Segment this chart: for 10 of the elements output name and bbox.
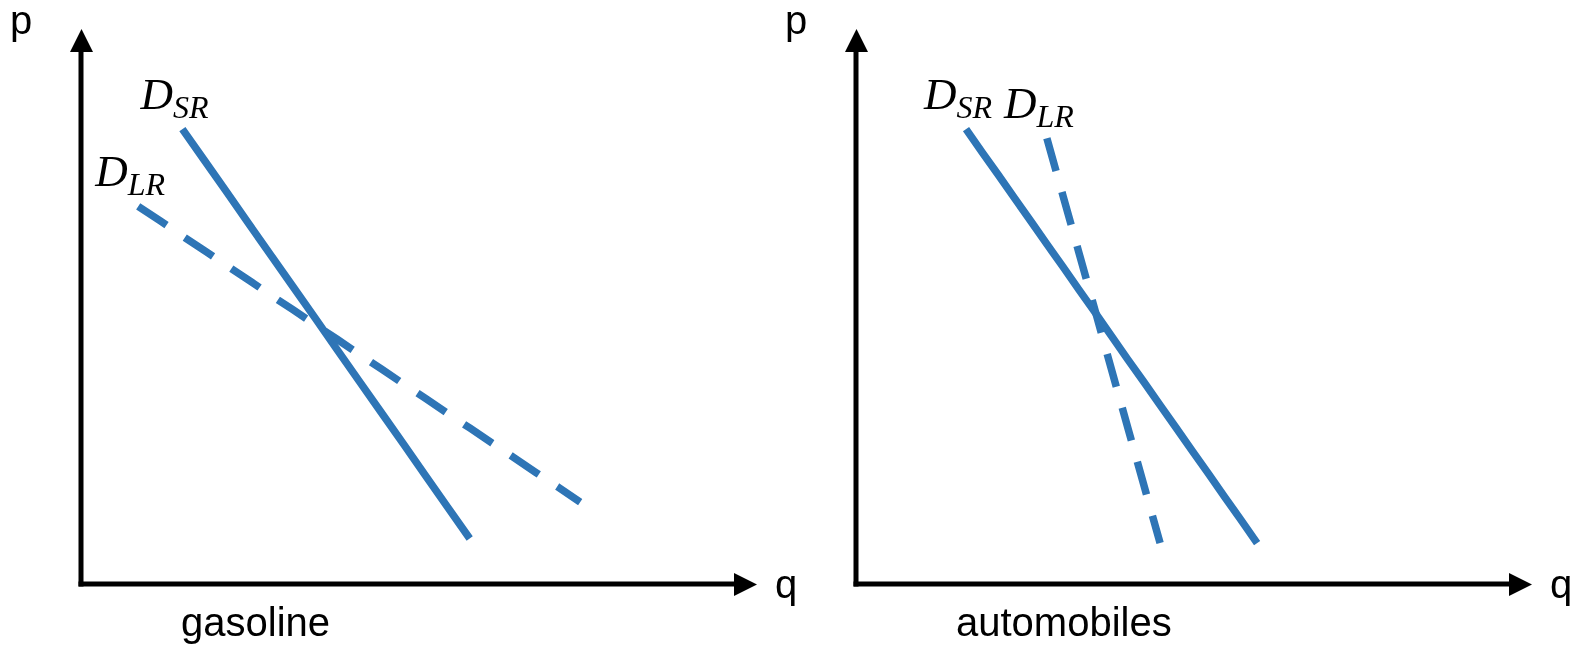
text: automobiles	[956, 600, 1172, 644]
x-axis-title: q	[775, 562, 798, 606]
y-axis-title: p	[10, 0, 33, 42]
series-label: D$_{SR}$	[924, 69, 993, 126]
series-label: D$_{LR}$	[95, 146, 166, 203]
series-label: D$_{SR}$	[140, 69, 209, 126]
y-axis-title: p	[785, 0, 808, 42]
x-axis-title: q	[1550, 562, 1573, 606]
text: gasoline	[181, 600, 331, 644]
series-label: D$_{LR}$	[1003, 78, 1074, 135]
